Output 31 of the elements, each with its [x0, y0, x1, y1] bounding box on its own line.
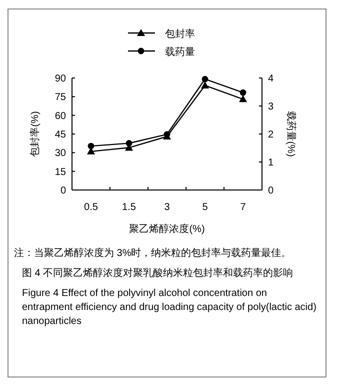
point	[240, 89, 246, 96]
point	[202, 76, 208, 82]
point	[201, 81, 209, 88]
legend-label: 载药量	[165, 46, 195, 58]
text: 注：当聚乙烯醇浓度为 3%时，纳米粒的包封率与载药量最佳。	[14, 247, 292, 259]
y-tick-label: 15	[54, 166, 66, 178]
point	[126, 140, 132, 146]
legend-label: 包封率	[165, 28, 195, 40]
caption: Figure 4 Effect of the polyvinyl alcohol concentration on entrapment efficiency and drug loading capacity of poly(lactic acid) nanoparticles	[22, 288, 316, 327]
y2-tick-label: 1	[268, 158, 274, 168]
y2-tick-label: 2	[268, 130, 274, 140]
y2-tick-label: 0	[268, 186, 274, 196]
x-tick-label: 7	[240, 202, 246, 213]
y-tick-label: 90	[54, 74, 66, 84]
x-tick-label: 1.5	[122, 202, 136, 213]
point	[88, 142, 94, 150]
x-tick-label: 5	[202, 202, 208, 213]
y-tick-label: 75	[54, 92, 66, 104]
y2-tick-label: 3	[268, 102, 274, 112]
y2-tick-label: 4	[268, 74, 274, 84]
caption: 图 4 不同聚乙烯醇浓度对聚乳酸纳米粒包封率和载药率的影响	[22, 267, 294, 279]
y-axis-title: 包封率(%)	[29, 111, 41, 157]
y2-axis-title: 载药量(%)	[285, 111, 297, 157]
x-tick-label: 0.5	[84, 202, 98, 213]
y-tick-label: 30	[54, 148, 66, 160]
y-tick-label: 0	[60, 186, 66, 196]
y-tick-label: 60	[54, 110, 66, 122]
x-tick-label: 3	[164, 202, 170, 213]
x-axis-title: 聚乙烯醇浓度(%)	[129, 223, 205, 235]
point	[239, 95, 247, 102]
y-tick-label: 45	[54, 130, 66, 140]
